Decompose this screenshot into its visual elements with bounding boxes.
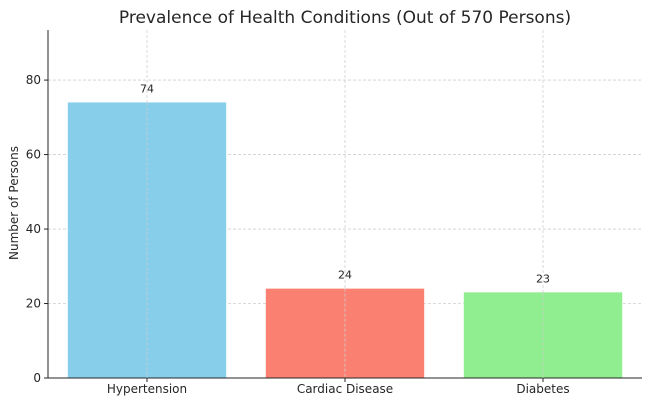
y-tick-label-40: 40 <box>26 222 41 236</box>
data-label-cardiac-disease: 24 <box>338 269 352 282</box>
y-tick-label-80: 80 <box>26 73 41 87</box>
bar-cardiac-disease <box>265 288 425 378</box>
x-tick-label-hypertension: Hypertension <box>107 382 187 396</box>
y-tick-label-20: 20 <box>26 297 41 311</box>
x-tick-label-diabetes: Diabetes <box>516 382 569 396</box>
chart-title: Prevalence of Health Conditions (Out of … <box>119 8 571 28</box>
y-axis-label: Number of Persons <box>7 146 21 260</box>
data-label-hypertension: 74 <box>140 82 154 95</box>
data-label-diabetes: 23 <box>536 272 550 285</box>
x-tick-label-cardiac-disease: Cardiac Disease <box>297 382 393 396</box>
y-tick-label-0: 0 <box>33 371 41 385</box>
labels: 0 20 40 60 80 Hypertension Cardiac Disease Diab… <box>26 73 570 396</box>
y-tick-label-60: 60 <box>26 148 41 162</box>
